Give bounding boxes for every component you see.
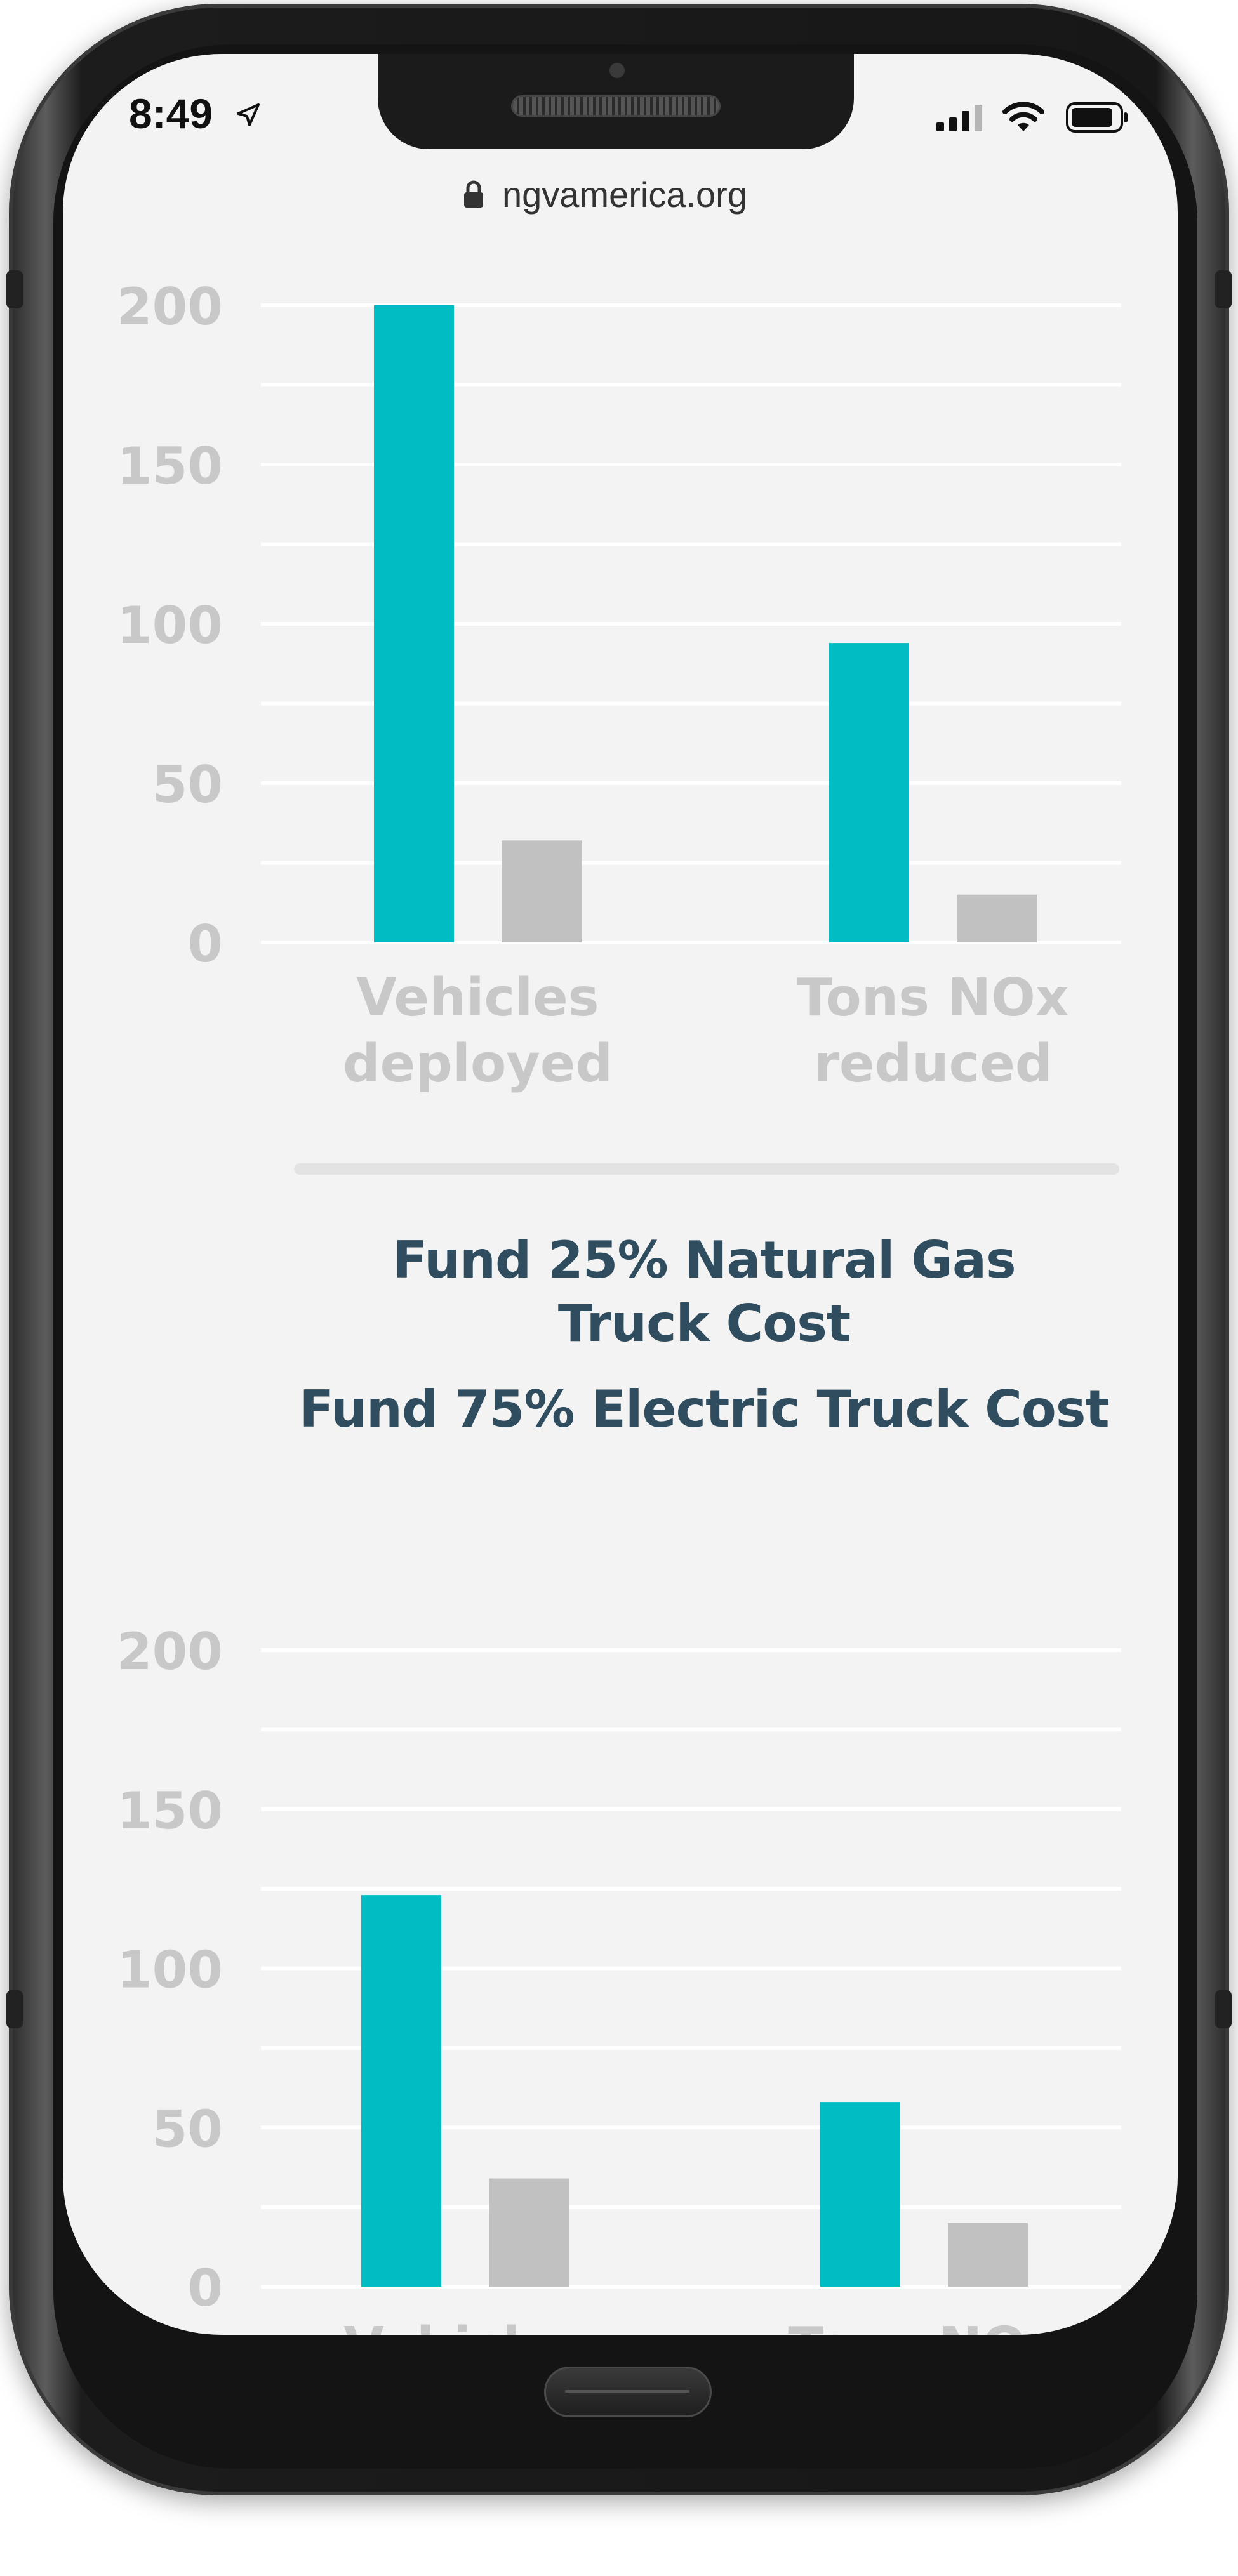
- bar-electric-0: [502, 840, 582, 942]
- notch: [378, 54, 854, 149]
- bar-natural-gas-0: [374, 305, 454, 942]
- battery-icon: [1066, 102, 1128, 133]
- x-category-label: Tons NOx: [797, 968, 1068, 1028]
- earpiece-speaker: [511, 95, 721, 117]
- phone-screen: 8:49 ngvamerica.org 0 50 100 150 200 Vehicles…: [63, 54, 1178, 2335]
- side-button: [6, 270, 23, 308]
- x-category-label: Tons NOx: [788, 2316, 1060, 2335]
- bar-electric-1: [948, 2223, 1028, 2287]
- bar-natural-gas-1: [829, 643, 909, 942]
- side-button: [6, 1990, 23, 2028]
- bar-electric-0: [489, 2178, 569, 2287]
- bar-natural-gas-1: [820, 2102, 900, 2287]
- bar-electric-1: [957, 894, 1037, 942]
- y-tick-label: 100: [117, 596, 223, 655]
- heading-electric: Fund 75% Electric Truck Cost: [299, 1380, 1109, 1439]
- x-category-label: Vehicles: [343, 2316, 586, 2335]
- home-button[interactable]: [544, 2367, 712, 2417]
- y-tick-label: 50: [152, 755, 223, 814]
- y-tick-label: 150: [117, 1781, 223, 1840]
- side-button: [1215, 1990, 1232, 2028]
- y-tick-label: 150: [117, 437, 223, 496]
- y-tick-label: 200: [117, 1622, 223, 1681]
- bar-chart-2: 0 50 100 150 200 Vehicles Tons NOx: [117, 1622, 1121, 2335]
- bar-natural-gas-0: [361, 1895, 441, 2287]
- home-button-groove: [565, 2390, 689, 2393]
- front-camera: [609, 63, 625, 78]
- location-arrow-icon: [237, 103, 260, 126]
- y-tick-label: 50: [152, 2099, 223, 2158]
- lock-icon: [464, 180, 483, 208]
- section-divider: [294, 1163, 1119, 1175]
- x-category-label: Vehicles: [356, 968, 599, 1028]
- signal-icon: [936, 105, 982, 131]
- y-tick-label: 100: [117, 1941, 223, 2000]
- wifi-icon: [1002, 102, 1044, 131]
- y-tick-label: 0: [187, 2259, 223, 2318]
- side-button: [1215, 270, 1232, 308]
- x-category-label: deployed: [343, 1034, 613, 1094]
- heading-natural-gas-line1: Fund 25% Natural Gas: [392, 1231, 1016, 1290]
- x-category-label: reduced: [813, 1034, 1052, 1094]
- url-text: ngvamerica.org: [502, 174, 747, 215]
- status-time: 8:49: [129, 90, 213, 137]
- y-tick-label: 200: [117, 277, 223, 336]
- address-bar[interactable]: ngvamerica.org: [463, 172, 747, 216]
- heading-natural-gas-line2: Truck Cost: [557, 1294, 851, 1353]
- y-tick-label: 0: [187, 915, 223, 974]
